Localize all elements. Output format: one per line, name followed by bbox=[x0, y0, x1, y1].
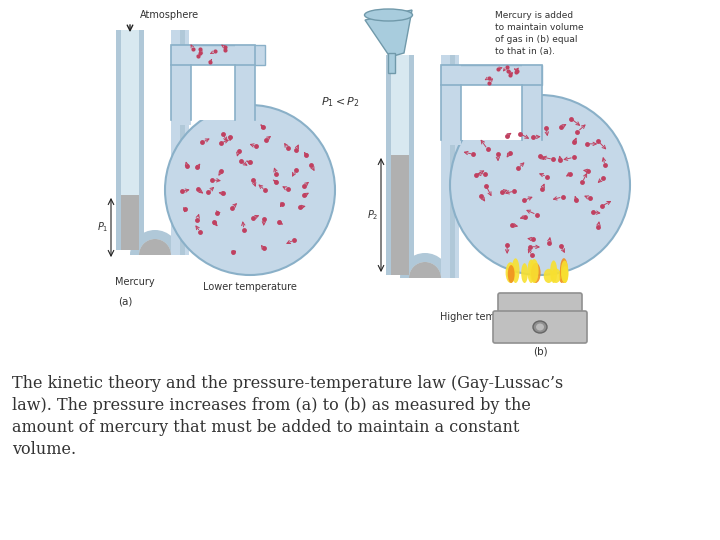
FancyBboxPatch shape bbox=[441, 55, 459, 278]
Text: to that in (a).: to that in (a). bbox=[495, 47, 555, 56]
FancyBboxPatch shape bbox=[450, 55, 455, 278]
Ellipse shape bbox=[521, 263, 528, 283]
Text: law). The pressure increases from (a) to (b) as measured by the: law). The pressure increases from (a) to… bbox=[12, 397, 531, 414]
FancyBboxPatch shape bbox=[493, 311, 587, 343]
FancyBboxPatch shape bbox=[441, 65, 542, 85]
Text: Mercury is added: Mercury is added bbox=[495, 11, 573, 20]
Text: $P_1 < P_2$: $P_1 < P_2$ bbox=[321, 95, 359, 109]
Ellipse shape bbox=[536, 323, 544, 330]
Text: to maintain volume: to maintain volume bbox=[495, 23, 584, 32]
Wedge shape bbox=[409, 262, 441, 278]
Ellipse shape bbox=[560, 258, 568, 283]
FancyBboxPatch shape bbox=[171, 45, 191, 125]
Text: of gas in (b) equal: of gas in (b) equal bbox=[495, 35, 577, 44]
FancyBboxPatch shape bbox=[121, 195, 139, 250]
Text: $P_2$: $P_2$ bbox=[366, 208, 378, 222]
Ellipse shape bbox=[450, 95, 630, 275]
FancyBboxPatch shape bbox=[391, 155, 409, 275]
Ellipse shape bbox=[531, 263, 541, 283]
Text: Atmosphere: Atmosphere bbox=[140, 10, 199, 20]
Ellipse shape bbox=[364, 9, 413, 21]
Ellipse shape bbox=[165, 105, 335, 275]
FancyBboxPatch shape bbox=[441, 65, 461, 145]
Ellipse shape bbox=[562, 266, 568, 283]
Ellipse shape bbox=[533, 321, 547, 333]
FancyBboxPatch shape bbox=[175, 30, 180, 255]
Wedge shape bbox=[409, 262, 441, 278]
Ellipse shape bbox=[561, 260, 568, 283]
Text: Mercury: Mercury bbox=[115, 277, 155, 287]
Text: (a): (a) bbox=[118, 297, 132, 307]
FancyBboxPatch shape bbox=[116, 30, 121, 250]
Text: amount of mercury that must be added to maintain a constant: amount of mercury that must be added to … bbox=[12, 419, 519, 436]
Text: volume.: volume. bbox=[12, 441, 76, 458]
FancyBboxPatch shape bbox=[180, 30, 185, 255]
Text: Lower temperature: Lower temperature bbox=[203, 282, 297, 292]
Ellipse shape bbox=[505, 262, 516, 283]
Text: Higher temperature: Higher temperature bbox=[440, 312, 537, 322]
FancyBboxPatch shape bbox=[121, 30, 139, 250]
FancyBboxPatch shape bbox=[388, 53, 395, 73]
FancyBboxPatch shape bbox=[171, 30, 189, 255]
Ellipse shape bbox=[508, 265, 515, 283]
Polygon shape bbox=[365, 10, 412, 57]
FancyBboxPatch shape bbox=[522, 65, 542, 145]
Ellipse shape bbox=[530, 259, 539, 283]
Wedge shape bbox=[139, 239, 171, 255]
FancyBboxPatch shape bbox=[409, 55, 414, 275]
Text: $P_1$: $P_1$ bbox=[96, 221, 108, 234]
Ellipse shape bbox=[550, 260, 557, 283]
FancyBboxPatch shape bbox=[171, 45, 265, 65]
FancyBboxPatch shape bbox=[139, 30, 144, 250]
Text: The kinetic theory and the pressure-temperature law (Gay-Lussac’s: The kinetic theory and the pressure-temp… bbox=[12, 375, 563, 392]
FancyBboxPatch shape bbox=[445, 55, 450, 278]
FancyBboxPatch shape bbox=[235, 45, 255, 125]
Ellipse shape bbox=[528, 259, 535, 283]
FancyBboxPatch shape bbox=[191, 65, 235, 120]
Ellipse shape bbox=[512, 258, 520, 283]
Ellipse shape bbox=[544, 269, 554, 283]
Ellipse shape bbox=[559, 268, 564, 283]
FancyBboxPatch shape bbox=[386, 55, 391, 275]
FancyBboxPatch shape bbox=[461, 85, 522, 140]
Wedge shape bbox=[400, 253, 450, 278]
Wedge shape bbox=[130, 230, 180, 255]
FancyBboxPatch shape bbox=[391, 55, 409, 275]
Ellipse shape bbox=[552, 268, 561, 283]
Wedge shape bbox=[139, 239, 171, 255]
Text: (b): (b) bbox=[533, 347, 547, 357]
FancyBboxPatch shape bbox=[498, 293, 582, 315]
